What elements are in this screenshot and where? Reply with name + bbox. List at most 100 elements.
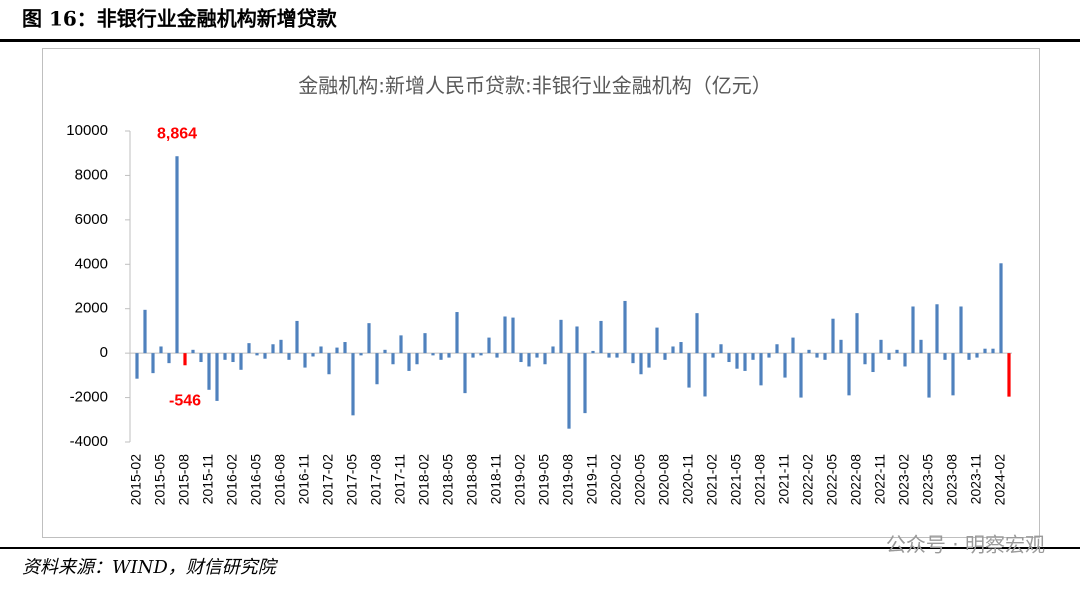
plot: -4000 -2000 0 2000 4000 6000 8000 10000 2015-02 2… (66, 122, 1012, 505)
x-tick-label: 2017-11 (392, 454, 408, 505)
bar (591, 350, 595, 354)
bar (223, 353, 227, 360)
bar (183, 353, 187, 366)
bar (463, 353, 467, 394)
bar (399, 335, 403, 354)
bar (303, 353, 307, 368)
bar (247, 343, 251, 354)
y-tick-label: 0 (100, 344, 108, 361)
bar (495, 353, 499, 358)
bar (151, 353, 155, 374)
bar (903, 353, 907, 367)
bar (311, 353, 315, 357)
bar (199, 353, 203, 363)
y-tick-label: -2000 (70, 389, 108, 406)
bar (239, 353, 243, 370)
x-tick-label: 2016-08 (272, 454, 288, 506)
bar (359, 353, 363, 356)
x-tick-label: 2020-02 (608, 454, 624, 506)
y-tick-label: 10000 (66, 122, 108, 139)
bottom-rule (0, 547, 1080, 549)
x-tick-label: 2021-11 (776, 454, 792, 505)
bar (279, 339, 283, 354)
bar (983, 348, 987, 354)
bar (887, 353, 891, 360)
x-tick-label: 2015-08 (176, 454, 192, 506)
bar (615, 353, 619, 358)
bar (799, 353, 803, 398)
bar (367, 323, 371, 354)
x-tick-label: 2019-05 (536, 454, 552, 506)
bar (999, 263, 1003, 354)
x-tick-label: 2023-11 (968, 454, 984, 505)
bar (191, 349, 195, 354)
bar (511, 317, 515, 354)
bar (695, 313, 699, 354)
x-tick-label: 2020-05 (632, 454, 648, 506)
y-tick-label: -4000 (70, 433, 108, 450)
bar (319, 346, 323, 354)
bar (991, 348, 995, 354)
x-tick-label: 2018-08 (464, 454, 480, 506)
x-tick-label: 2023-02 (896, 454, 912, 506)
bar (231, 353, 235, 363)
bar (759, 353, 763, 386)
bar (775, 344, 779, 354)
bar (327, 353, 331, 375)
bar (719, 344, 723, 354)
bar (1007, 353, 1011, 397)
bar (711, 353, 715, 358)
bar (527, 353, 531, 367)
x-tick-label: 2022-11 (872, 454, 888, 505)
bar (679, 342, 683, 354)
bar (455, 312, 459, 354)
x-tick-label: 2017-05 (344, 454, 360, 506)
x-tick-label: 2015-02 (128, 454, 144, 506)
x-tick-label: 2017-02 (320, 454, 336, 506)
bar (575, 326, 579, 354)
bar (391, 353, 395, 365)
bar (735, 353, 739, 369)
bar (383, 349, 387, 354)
x-tick-label: 2024-02 (992, 454, 1008, 506)
bar (847, 353, 851, 396)
bar (919, 339, 923, 354)
x-tick-label: 2019-08 (560, 454, 576, 506)
chart-title: 金融机构:新增人民币贷款:非银行业金融机构（亿元） (298, 74, 771, 98)
bar (255, 353, 259, 356)
bar (543, 353, 547, 365)
bar (135, 353, 139, 379)
bar (535, 353, 539, 358)
bar (263, 353, 267, 359)
bar (911, 306, 915, 354)
bar (975, 353, 979, 358)
bar (479, 353, 483, 356)
x-tick-label: 2015-05 (152, 454, 168, 506)
bar (599, 320, 603, 354)
bar (935, 304, 939, 354)
bar (743, 353, 747, 371)
bar (439, 353, 443, 360)
x-tick-label: 2016-02 (224, 454, 240, 506)
x-tick-label: 2021-05 (728, 454, 744, 506)
bar (559, 319, 563, 354)
y-tick-label: 2000 (75, 300, 108, 317)
bar (871, 353, 875, 373)
x-tick-label: 2016-05 (248, 454, 264, 506)
x-tick-label: 2019-02 (512, 454, 528, 506)
bar (791, 337, 795, 354)
bar (815, 353, 819, 358)
data-label: 8,864 (157, 125, 197, 142)
bar (567, 353, 571, 429)
x-tick-label: 2020-11 (680, 454, 696, 505)
bar (639, 353, 643, 375)
bar (487, 337, 491, 354)
x-tick-label: 2020-08 (656, 454, 672, 506)
bar (751, 353, 755, 360)
bar (551, 346, 555, 354)
bar (727, 353, 731, 363)
bar (295, 320, 299, 354)
bar (503, 316, 507, 354)
x-tick-label: 2023-05 (920, 454, 936, 506)
